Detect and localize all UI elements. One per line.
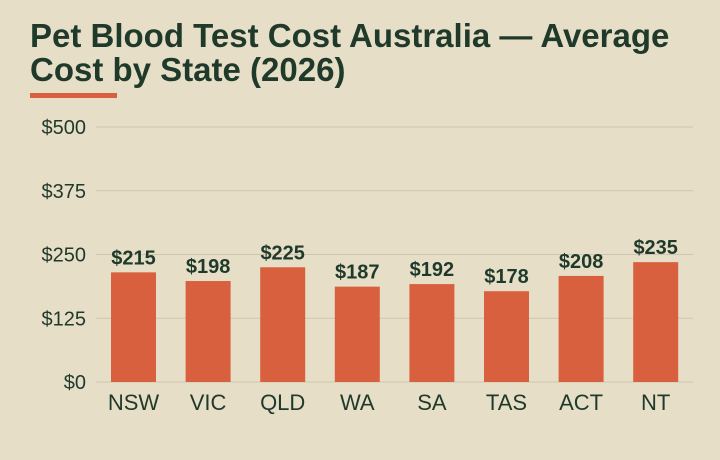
- data-label: $192: [410, 259, 455, 281]
- data-label: $208: [559, 251, 604, 273]
- bar: [334, 286, 380, 382]
- y-tick-label: $125: [42, 308, 87, 330]
- bar: [185, 281, 231, 382]
- chart-title: Pet Blood Test Cost Australia — Average …: [30, 17, 670, 88]
- data-label: $235: [633, 237, 678, 259]
- bar: [111, 272, 156, 382]
- y-axis-ticks: $0 $125 $250 $375 $500: [42, 117, 87, 394]
- x-tick-label: NT: [641, 390, 670, 415]
- y-tick-label: $375: [42, 181, 87, 203]
- x-tick-label: NSW: [108, 390, 160, 415]
- data-label: $198: [186, 256, 231, 278]
- bar: [633, 262, 679, 382]
- data-labels: $215 $198 $225 $187 $192 $178 $208 $235: [111, 237, 678, 288]
- x-tick-label: ACT: [559, 390, 603, 415]
- y-tick-label: $0: [64, 372, 86, 394]
- bars: [111, 262, 679, 382]
- data-label: $178: [484, 266, 529, 288]
- x-tick-label: TAS: [486, 390, 527, 415]
- title-underline: [30, 93, 117, 98]
- bar: [484, 291, 529, 382]
- x-tick-label: SA: [417, 390, 447, 415]
- bar: [260, 267, 306, 382]
- x-tick-label: QLD: [260, 390, 305, 415]
- bar: [558, 275, 604, 382]
- data-label: $225: [260, 242, 305, 264]
- y-tick-label: $500: [42, 117, 87, 139]
- y-tick-label: $250: [42, 245, 87, 267]
- data-label: $187: [335, 262, 380, 284]
- x-tick-label: VIC: [190, 390, 227, 415]
- x-tick-label: WA: [340, 390, 375, 415]
- bar: [409, 284, 455, 382]
- x-axis-ticks: NSW VIC QLD WA SA TAS ACT NT: [108, 390, 671, 415]
- data-label: $215: [111, 247, 156, 269]
